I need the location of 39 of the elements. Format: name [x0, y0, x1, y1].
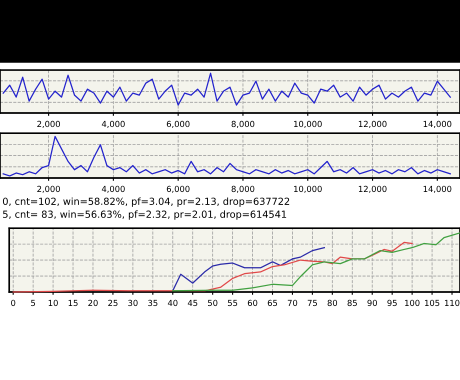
x-tick-label: 12,000	[358, 120, 387, 128]
text: 5, cnt= 83, win=56.63%, pf=2.32, pr=2.01, drop=614541	[3, 210, 286, 220]
x-tick-label: 90	[367, 300, 377, 306]
x-tick-label: 60	[248, 300, 258, 306]
x-tick-label: 4,000	[102, 186, 125, 193]
x-tick-label: 10,000	[294, 186, 322, 193]
x-tick-label: 95	[387, 300, 397, 306]
x-tick-label: 6,000	[166, 120, 190, 128]
x-tick-label: 65	[268, 300, 278, 306]
x-tick-label: 12,000	[358, 186, 387, 193]
x-tick-label: 80	[328, 300, 338, 306]
x-tick-label: 55	[228, 300, 238, 306]
x-tick-label: 0	[11, 300, 16, 306]
x-tick-label: 25	[108, 300, 118, 306]
x-tick-label: 70	[288, 300, 298, 306]
x-tick-label: 15	[68, 300, 78, 306]
x-tick-label: 85	[348, 300, 357, 306]
x-tick-label: 5	[31, 300, 36, 306]
x-tick-label: 35	[148, 300, 158, 306]
x-tick-label: 110	[444, 300, 460, 306]
x-tick-label: 14,000	[424, 120, 452, 128]
x-tick-label: 6,000	[166, 186, 190, 193]
x-tick-label: 45	[188, 300, 198, 306]
x-tick-label: 30	[128, 300, 138, 306]
x-tick-label: 8,000	[232, 186, 254, 193]
x-tick-label: 8,000	[232, 120, 254, 128]
x-tick-label: 2,000	[37, 186, 60, 193]
x-tick-label: 2,000	[37, 120, 60, 128]
text: 0, cnt=102, win=58.82%, pf=3.04, pr=2.13, drop=637722	[2, 197, 290, 207]
x-tick-label: 40	[168, 300, 178, 306]
x-tick-label: 10,000	[294, 120, 322, 128]
x-tick-label: 100	[405, 300, 420, 306]
x-tick-label: 20	[88, 300, 98, 306]
x-tick-label: 75	[308, 300, 317, 306]
x-tick-label: 10	[48, 300, 58, 306]
x-tick-label: 50	[208, 300, 218, 306]
x-tick-label: 4,000	[102, 120, 125, 128]
x-tick-label: 14,000	[424, 186, 452, 193]
x-tick-label: 105	[425, 300, 440, 306]
